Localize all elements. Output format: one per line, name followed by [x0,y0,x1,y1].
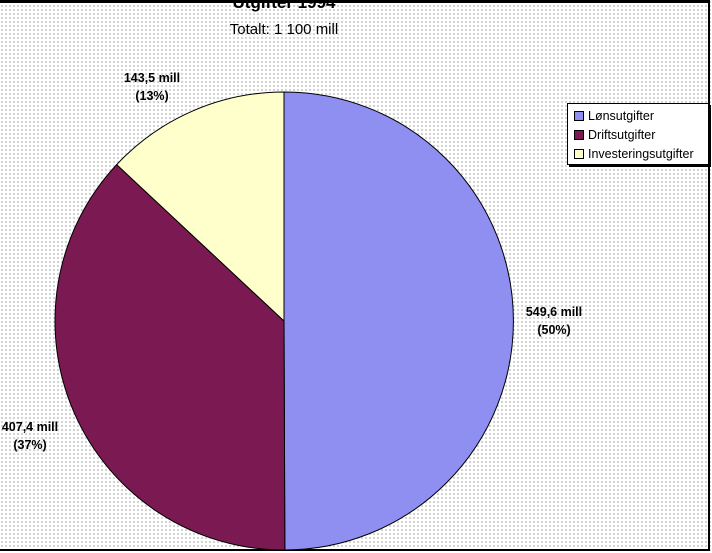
slice-value-label: 549,6 mill [526,305,582,319]
legend-swatch [574,129,584,140]
legend-label: Investeringsutgifter [588,146,694,161]
legend-label: Driftsutgifter [588,127,656,142]
slice-percent-label: (37%) [13,438,46,452]
chart-subtitle: Totalt: 1 100 mill [229,21,339,38]
pie-slice-3 [115,91,285,323]
pie-slice-2 [54,163,286,551]
pie-slice-1 [283,91,514,551]
chart-title: Utgifter 1994 [232,0,336,12]
legend-item: Investeringsutgifter [574,144,708,163]
slice-value-label: 143,5 mill [124,71,180,85]
slice-value-label: 407,4 mill [2,420,58,434]
legend-label: Lønsutgifter [588,108,655,123]
legend-item: Lønsutgifter [574,106,708,125]
slice-percent-label: (13%) [135,89,168,103]
chart-legend: Lønsutgifter Driftsutgifter Investeringsut… [567,103,709,165]
legend-item: Driftsutgifter [574,125,708,144]
slice-percent-label: (50%) [537,323,570,337]
legend-swatch [574,148,584,159]
legend-swatch [574,110,584,121]
